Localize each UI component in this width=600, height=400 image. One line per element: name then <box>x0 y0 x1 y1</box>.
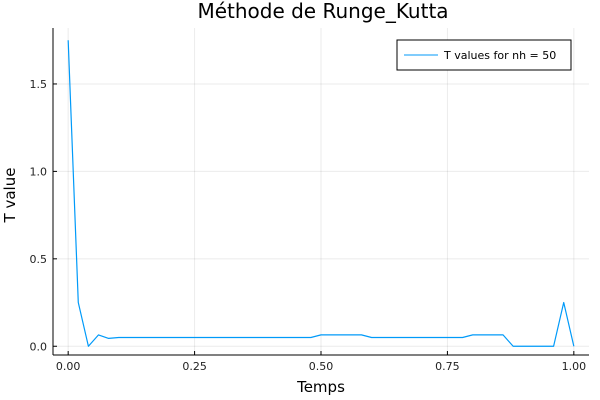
y-tick-label: 0.0 <box>30 340 48 353</box>
x-tick-label: 0.00 <box>56 360 81 373</box>
x-tick-label: 0.50 <box>309 360 334 373</box>
y-tick-label: 1.0 <box>30 165 48 178</box>
tick-labels: 0.00 0.25 0.50 0.75 1.00 0.0 0.5 1.0 1.5 <box>30 78 587 373</box>
series-lines <box>67 40 575 347</box>
axes <box>52 28 589 356</box>
x-tick-label: 1.00 <box>562 360 587 373</box>
y-tick-label: 0.5 <box>30 253 48 266</box>
y-tick-label: 1.5 <box>30 78 48 91</box>
x-tick-label: 0.25 <box>182 360 207 373</box>
x-tick-label: 0.75 <box>435 360 460 373</box>
series-line <box>67 40 575 347</box>
y-axis-label: T value <box>1 168 19 224</box>
grid-lines <box>53 28 589 355</box>
chart-title: Méthode de Runge_Kutta <box>197 0 448 23</box>
legend-label: T values for nh = 50 <box>443 49 556 62</box>
x-axis-label: Temps <box>296 378 345 396</box>
legend: T values for nh = 50 <box>396 39 572 71</box>
